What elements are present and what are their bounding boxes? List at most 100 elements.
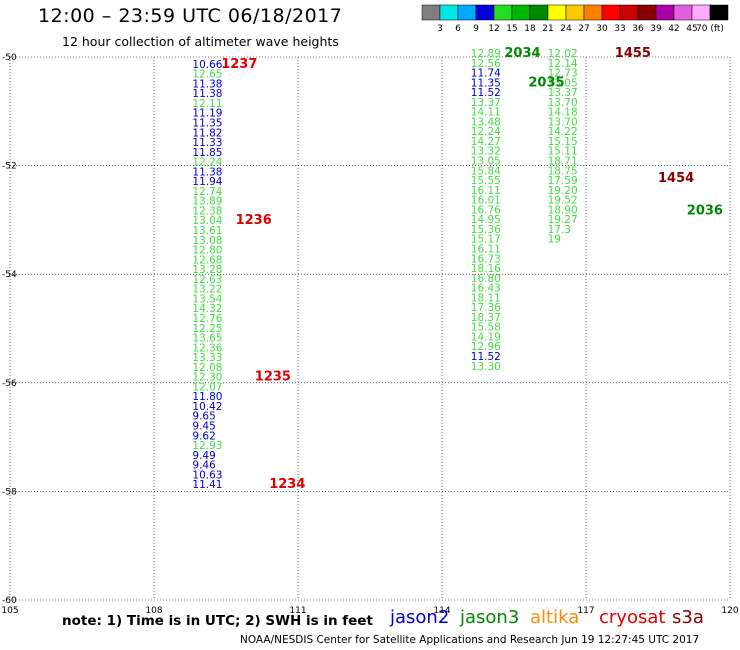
wave-height-point: 17.59 [548,175,578,187]
wave-height-point: 16.43 [471,283,501,295]
wave-height-point: 11.52 [471,87,501,99]
wave-height-point: 13.48 [471,116,501,128]
wave-height-point: 18.16 [471,263,501,275]
wave-height-point: 18.75 [548,165,578,177]
wave-height-point: 10.63 [192,469,222,481]
wave-height-point: 13.08 [192,235,222,247]
axis-ticks: 105 108 111 114 117 120 -50 -52 -54 -56 -58 -60 [1,53,738,616]
y-tick-label: -52 [2,162,17,172]
wave-height-point: 9.62 [192,430,215,442]
wave-height-point: 13.70 [548,97,578,109]
wave-height-point: 12.76 [192,313,222,325]
colorbar-label: 24 [560,24,572,34]
legend-altika: altika [530,607,580,628]
wave-height-point: 13.65 [192,333,222,345]
wave-height-point: 11.35 [471,77,501,89]
wave-height-point: 12.11 [192,98,222,110]
wave-height-point: 13.28 [192,264,222,276]
colorbar-swatch [691,4,711,21]
wave-height-point: 12.73 [548,68,578,80]
wave-height-point: 13.30 [471,361,501,373]
colorbar-label: 39 [650,24,662,34]
wave-height-point: 12.74 [192,186,222,198]
colorbar-swatch [421,4,441,21]
wave-height-point: 18.90 [548,204,578,216]
wave-height-point: 13.70 [548,116,578,128]
wave-height-point: 17.3 [548,224,571,236]
wave-height-point: 14.32 [192,303,222,315]
wave-height-point: 12.89 [471,48,501,60]
colorbar-swatch [529,4,549,21]
pass-label: 1454 [658,171,694,186]
wave-height-point: 10.42 [192,401,222,413]
wave-height-point: 11.94 [192,176,222,188]
colorbar-swatch [457,4,477,21]
wave-height-point: 12.93 [192,440,222,452]
wave-height-point: 14.18 [548,107,578,119]
wave-height-point: 11.74 [471,68,501,80]
colorbar-swatch [619,4,639,21]
wave-height-point: 12.36 [192,342,222,354]
wave-height-point: 13.05 [471,156,501,168]
wave-height-point: 12.08 [192,362,222,374]
wave-height-point: 15.17 [471,234,501,246]
data-points: 10.6612.6511.3811.3812.1111.1911.3511.82… [192,46,723,492]
colorbar-swatch [709,4,729,21]
wave-height-point: 9.49 [192,450,215,462]
y-tick-label: -60 [2,596,17,606]
wave-height-point: 15.11 [548,146,578,158]
y-tick-label: -54 [2,270,17,280]
wave-height-point: 16.11 [471,243,501,255]
colorbar-label: 3 [437,24,443,34]
wave-height-point: 11.52 [471,351,501,363]
colorbar-label: 33 [614,24,625,34]
pass-label: 1234 [269,477,305,492]
wave-height-point: 11.80 [192,391,222,403]
wave-height-point: 12.30 [192,372,222,384]
wave-height-point: 12.63 [192,274,222,286]
wave-height-point: 13.22 [192,284,222,296]
x-tick-label: 120 [721,606,738,616]
legend-s3a: s3a [672,607,704,628]
wave-height-point: 13.32 [471,146,501,158]
wave-height-point: 15.15 [548,136,578,148]
wave-height-point: 12.02 [548,48,578,60]
wave-height-point: 11.33 [192,137,222,149]
y-tick-label: -58 [2,487,17,497]
colorbar-label: 21 [542,24,553,34]
colorbar-label: 18 [524,24,536,34]
wave-height-point: 14.19 [471,331,501,343]
wave-height-point: 12.07 [192,381,222,393]
wave-height-point: 11.82 [192,127,222,139]
colorbar-label: 36 [632,24,644,34]
wave-height-point: 12.68 [192,254,222,266]
wave-height-point: 15.36 [471,224,501,236]
wave-height-point: 19 [548,234,561,246]
colorbar-label: 30 [596,24,608,34]
wave-height-point: 16.01 [471,195,501,207]
wave-height-point: 12.38 [192,205,222,217]
colorbar-swatch [601,4,621,21]
wave-height-point: 13.54 [192,293,222,305]
colorbar-label: 70 (ft) [696,24,724,34]
colorbar-label: 9 [473,24,479,34]
colorbar-swatch [583,4,603,21]
wave-height-point: 19.20 [548,185,578,197]
wave-height-point: 11.38 [192,88,222,100]
wave-height-point: 13.61 [192,225,222,237]
pass-label: 1235 [255,370,291,385]
wave-height-point: 11.38 [192,78,222,90]
y-tick-label: -50 [2,53,17,63]
wave-height-point: 13.05 [548,77,578,89]
chart-title: 12:00 – 23:59 UTC 06/18/2017 [38,5,343,27]
colorbar-label: 42 [668,24,679,34]
wave-height-point: 14.22 [548,126,578,138]
wave-height-point: 13.33 [192,352,222,364]
wave-height-point: 14.95 [471,214,501,226]
wave-height-point: 13.89 [192,196,222,208]
wave-height-point: 16.73 [471,253,501,265]
pass-label: 1237 [221,57,257,72]
wave-height-point: 10.66 [192,59,222,71]
